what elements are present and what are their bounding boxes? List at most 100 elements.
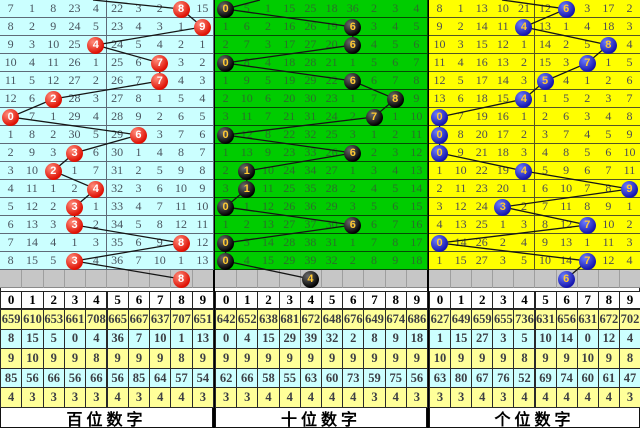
miss-count-cell: 12 bbox=[0, 90, 23, 108]
drawn-digit-ball: 2 bbox=[44, 90, 62, 108]
miss-count-cell: 10 bbox=[149, 252, 172, 270]
miss-count-cell: 39 bbox=[299, 252, 322, 270]
miss-count-cell: 17 bbox=[492, 126, 515, 144]
miss-count-cell: 21 bbox=[513, 0, 536, 18]
miss-count-cell: 20 bbox=[321, 36, 344, 54]
stat-cell: 56 bbox=[405, 367, 428, 389]
prediction-cell bbox=[342, 270, 365, 288]
stat-cell: 4 bbox=[597, 387, 620, 408]
stat-cell: 642 bbox=[215, 309, 238, 330]
miss-count-cell: 38 bbox=[299, 234, 322, 252]
prediction-cell bbox=[215, 270, 238, 288]
stat-cell: 652 bbox=[236, 309, 259, 330]
miss-count-cell: 3 bbox=[384, 0, 407, 18]
stat-cell: 1 bbox=[170, 328, 193, 350]
miss-count-cell: 9 bbox=[21, 144, 44, 162]
miss-count-cell: 2 bbox=[42, 198, 65, 216]
miss-count-cell: 3 bbox=[492, 252, 515, 270]
miss-count-cell: 20 bbox=[492, 180, 515, 198]
stat-cell: 702 bbox=[618, 309, 640, 330]
miss-count-cell: 9 bbox=[618, 126, 640, 144]
digit-header-cell: 1 bbox=[450, 291, 473, 309]
miss-count-cell: 25 bbox=[299, 0, 322, 18]
miss-count-cell: 11 bbox=[618, 162, 640, 180]
miss-count-cell: 35 bbox=[106, 234, 129, 252]
digit-header-cell: 1 bbox=[21, 291, 44, 309]
prediction-row bbox=[429, 270, 640, 288]
miss-count-cell: 1 bbox=[618, 198, 640, 216]
stat-cell: 74 bbox=[555, 367, 578, 389]
miss-count-cell: 10 bbox=[597, 216, 620, 234]
drawn-digit-ball: 7 bbox=[578, 252, 596, 270]
drawn-digit-ball: 3 bbox=[66, 216, 84, 234]
miss-count-cell: 3 bbox=[149, 126, 172, 144]
miss-count-cell: 12 bbox=[191, 234, 214, 252]
miss-count-cell: 5 bbox=[576, 144, 599, 162]
miss-count-cell: 31 bbox=[106, 162, 129, 180]
miss-count-cell: 1 bbox=[85, 198, 108, 216]
miss-count-cell: 29 bbox=[299, 72, 322, 90]
miss-count-cell: 6 bbox=[236, 18, 259, 36]
miss-count-cell: 1 bbox=[513, 108, 536, 126]
miss-count-cell: 1 bbox=[191, 36, 214, 54]
miss-count-cell: 8 bbox=[191, 162, 214, 180]
miss-count-cell: 8 bbox=[555, 144, 578, 162]
stat-cell: 707 bbox=[170, 309, 193, 330]
miss-count-cell: 1 bbox=[513, 36, 536, 54]
miss-count-cell: 10 bbox=[618, 144, 640, 162]
miss-count-cell: 7 bbox=[384, 216, 407, 234]
stat-cell: 9 bbox=[492, 348, 515, 369]
miss-count-cell: 7 bbox=[597, 162, 620, 180]
miss-count-cell: 1 bbox=[429, 162, 452, 180]
miss-count-cell: 13 bbox=[405, 162, 428, 180]
miss-count-cell: 13 bbox=[471, 0, 494, 18]
miss-count-cell: 14 bbox=[450, 234, 473, 252]
miss-count-cell: 3 bbox=[342, 126, 365, 144]
miss-count-cell: 2 bbox=[618, 0, 640, 18]
miss-count-cell: 19 bbox=[492, 162, 515, 180]
miss-count-cell: 20 bbox=[471, 126, 494, 144]
miss-count-cell: 2 bbox=[42, 126, 65, 144]
stat-cell: 15 bbox=[21, 328, 44, 350]
miss-count-cell: 3 bbox=[513, 216, 536, 234]
miss-count-cell: 5 bbox=[42, 252, 65, 270]
stat-cell: 9 bbox=[0, 348, 23, 369]
miss-count-cell: 3 bbox=[215, 180, 238, 198]
miss-count-cell: 1 bbox=[170, 18, 193, 36]
miss-count-cell: 34 bbox=[106, 216, 129, 234]
miss-count-cell: 7 bbox=[85, 162, 108, 180]
miss-count-cell: 2 bbox=[342, 180, 365, 198]
miss-count-cell: 28 bbox=[63, 90, 87, 108]
stat-cell: 661 bbox=[63, 309, 87, 330]
miss-count-cell: 10 bbox=[191, 198, 214, 216]
miss-count-cell: 7 bbox=[127, 72, 151, 90]
drawn-digit-ball: 0 bbox=[217, 252, 235, 270]
digit-header-cell: 9 bbox=[618, 291, 640, 309]
miss-count-cell: 5 bbox=[236, 0, 259, 18]
miss-count-cell: 1 bbox=[215, 72, 238, 90]
stat-cell: 4 bbox=[85, 328, 108, 350]
miss-count-cell: 3 bbox=[149, 18, 172, 36]
miss-count-cell: 10 bbox=[405, 108, 428, 126]
stat-cell: 9 bbox=[191, 348, 214, 369]
digit-header-cell: 4 bbox=[513, 291, 536, 309]
stat-cell: 659 bbox=[471, 309, 494, 330]
stat-cell: 672 bbox=[299, 309, 322, 330]
drawn-digit-ball: 0 bbox=[431, 144, 449, 162]
stat-cell: 4 bbox=[321, 387, 344, 408]
digit-header-cell: 3 bbox=[63, 291, 87, 309]
miss-count-cell: 6 bbox=[618, 72, 640, 90]
miss-count-cell: 5 bbox=[170, 90, 193, 108]
miss-count-cell: 11 bbox=[42, 54, 65, 72]
stat-cell: 12 bbox=[597, 328, 620, 350]
digit-header-cell: 6 bbox=[342, 291, 365, 309]
miss-count-cell: 1 bbox=[342, 54, 365, 72]
stat-cell: 4 bbox=[0, 387, 23, 408]
miss-count-cell: 24 bbox=[106, 36, 129, 54]
drawn-digit-ball: 1 bbox=[238, 180, 256, 198]
miss-count-cell: 19 bbox=[321, 18, 344, 36]
miss-count-cell: 4 bbox=[429, 216, 452, 234]
miss-count-cell: 3 bbox=[513, 144, 536, 162]
stat-cell: 66 bbox=[236, 367, 259, 389]
miss-count-cell: 24 bbox=[278, 162, 301, 180]
